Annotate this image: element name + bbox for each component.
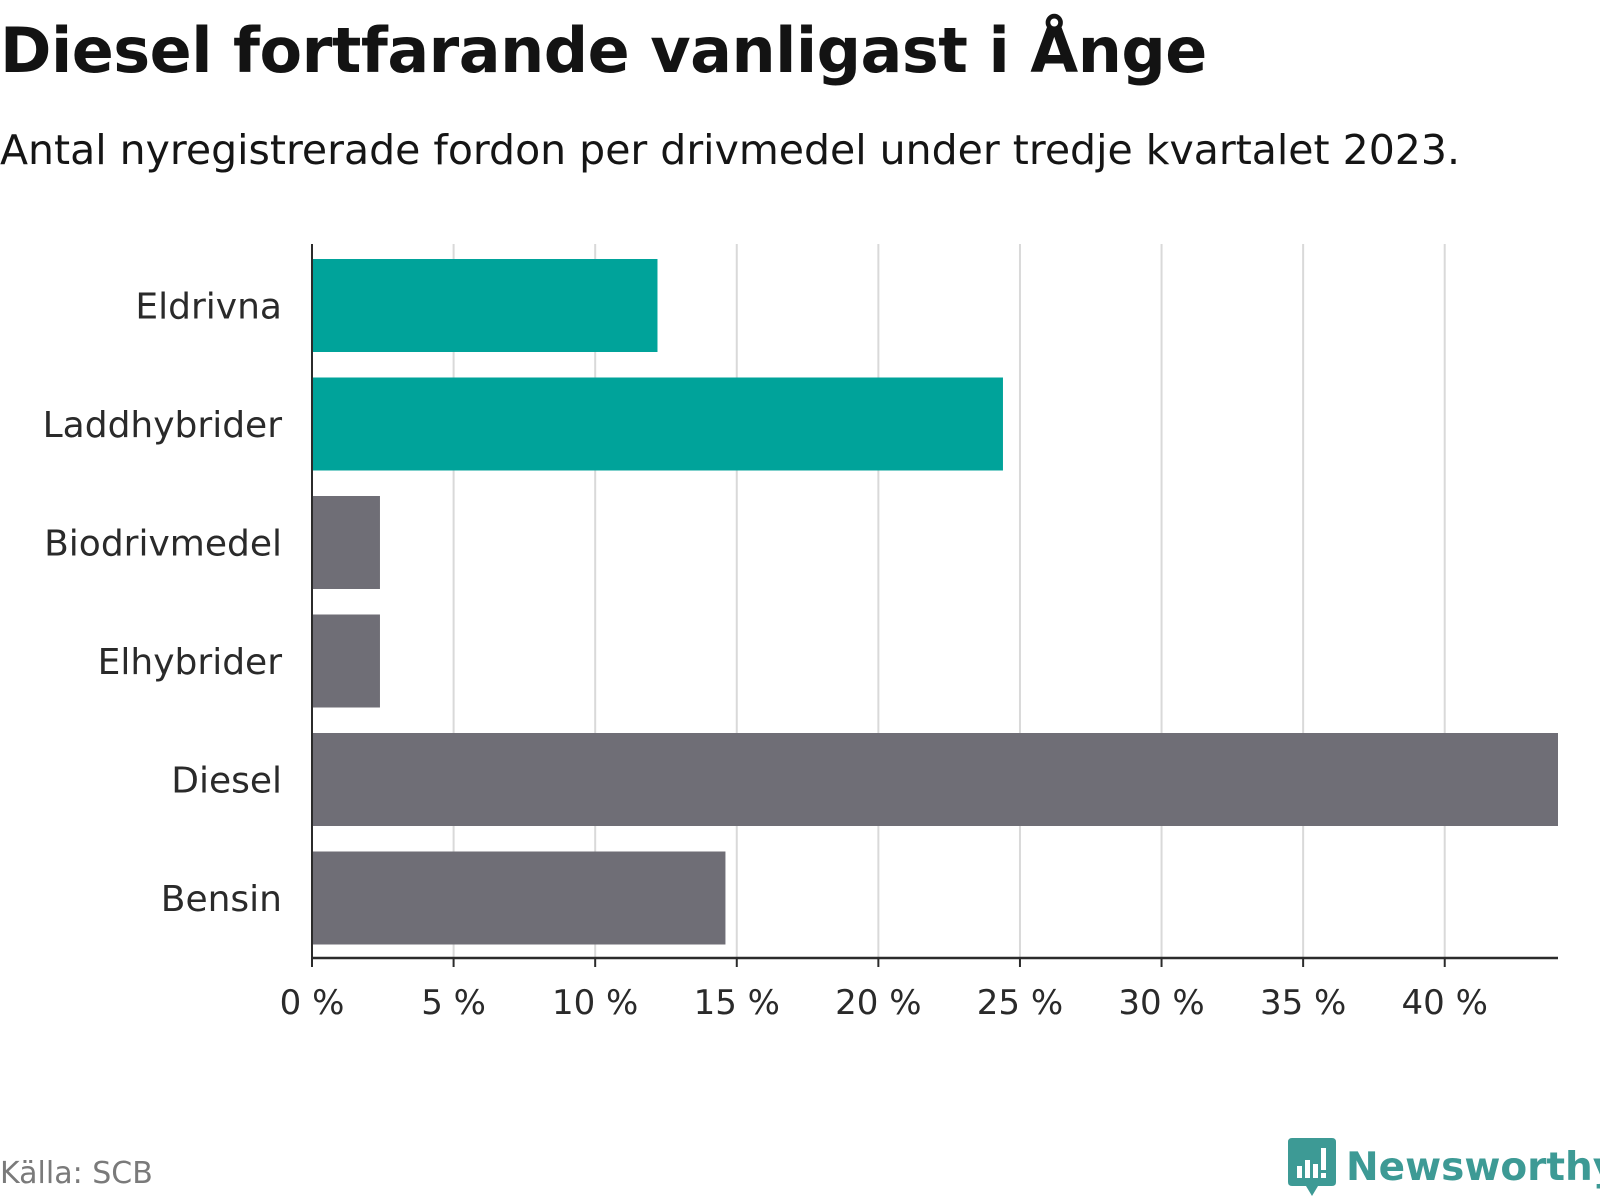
chart-title: Diesel fortfarande vanligast i Ånge (0, 14, 1207, 87)
x-tick-label: 10 % (552, 983, 638, 1023)
bar (312, 496, 380, 589)
x-tick-label: 0 % (280, 983, 345, 1023)
newsworthy-logo-icon (1288, 1138, 1336, 1196)
category-label: Bensin (161, 879, 282, 920)
bar (312, 614, 380, 708)
bar (312, 851, 726, 945)
x-tick-label: 15 % (694, 983, 780, 1023)
bar (312, 733, 1558, 826)
chart-subtitle: Antal nyregistrerade fordon per drivmede… (0, 126, 1461, 174)
bar (312, 259, 658, 352)
x-tick-label: 35 % (1260, 983, 1346, 1023)
category-label: Biodrivmedel (44, 524, 282, 565)
bar (312, 377, 1003, 471)
x-tick-label: 25 % (977, 983, 1063, 1023)
x-tick-label: 30 % (1118, 983, 1204, 1023)
x-tick-label: 40 % (1402, 983, 1488, 1023)
x-tick-label: 20 % (835, 983, 921, 1023)
brand-name: Newsworthy (1346, 1144, 1600, 1190)
brand-logo: Newsworthy (1288, 1138, 1600, 1196)
category-label: Elhybrider (98, 642, 283, 683)
category-label: Eldrivna (135, 287, 282, 328)
x-tick-label: 5 % (421, 983, 486, 1023)
category-label: Diesel (171, 761, 282, 802)
category-label: Laddhybrider (43, 405, 283, 446)
source-note: Källa: SCB (0, 1156, 153, 1191)
